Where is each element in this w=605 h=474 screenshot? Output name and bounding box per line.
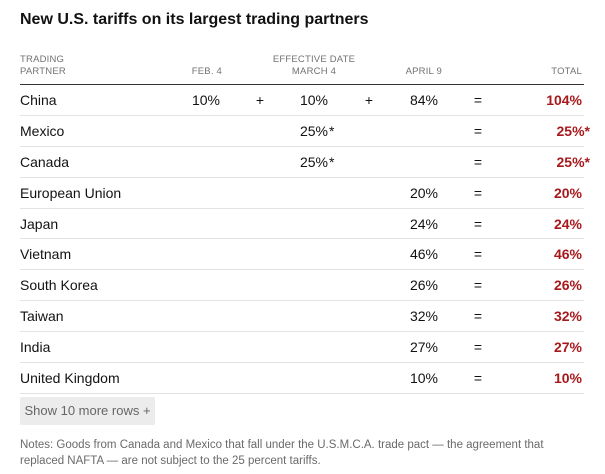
equals-sign: = — [473, 370, 483, 387]
equals-sign: = — [473, 92, 483, 108]
country-cell: China — [20, 92, 57, 108]
april-rate-cell: 84% — [409, 92, 438, 108]
table-row: Mexico 25% * = 25%* — [20, 116, 590, 147]
table-row: South Korea 26% = 26% — [20, 270, 584, 302]
total-cell: 25%* — [500, 147, 590, 177]
april-rate-cell: 26% — [409, 277, 438, 294]
plus-sign: + — [364, 92, 374, 108]
header-rule — [20, 84, 584, 85]
total-rate-value: 27% — [553, 339, 582, 356]
equals-sign: = — [473, 308, 483, 325]
equals-sign: = — [473, 277, 483, 294]
total-rate-value: 32% — [553, 308, 582, 325]
table-row: Japan 24% = 24% — [20, 209, 584, 240]
country-cell: United Kingdom — [20, 370, 120, 387]
march-rate-cell: 25% — [299, 122, 328, 139]
total-footnote-marker: * — [584, 122, 590, 139]
header-march-4: MARCH 4 — [291, 66, 337, 77]
country-cell: Canada — [20, 153, 70, 170]
total-rate-value: 24% — [553, 215, 582, 232]
table-row: European Union 20% = 20% — [20, 178, 584, 209]
country-cell: Vietnam — [20, 246, 72, 263]
total-cell: 32% — [500, 301, 582, 331]
equals-sign: = — [473, 122, 483, 139]
country-cell: India — [20, 339, 51, 356]
header-trading-partner: TRADING PARTNER — [20, 54, 66, 77]
april-rate-cell: 24% — [409, 215, 438, 232]
total-rate-value: 10% — [553, 370, 582, 387]
total-cell: 26% — [500, 270, 582, 300]
header-feb-4: FEB. 4 — [191, 66, 222, 77]
country-cell: Mexico — [20, 122, 65, 139]
april-rate-cell: 20% — [409, 184, 438, 201]
total-rate-value: 26% — [553, 277, 582, 294]
country-cell: Japan — [20, 215, 59, 232]
table-row: Taiwan 32% = 32% — [20, 301, 584, 333]
total-cell: 24% — [500, 209, 582, 239]
header-effective-date-label: EFFECTIVE DATE — [272, 54, 356, 65]
equals-sign: = — [473, 339, 483, 356]
total-cell: 20% — [500, 178, 582, 208]
total-rate-value: 25% — [556, 122, 585, 139]
april-rate-cell: 32% — [409, 308, 438, 325]
country-cell: Taiwan — [20, 308, 64, 325]
total-cell: 104% — [500, 85, 582, 115]
april-rate-cell: 27% — [409, 339, 438, 356]
total-cell: 25%* — [500, 116, 590, 146]
header-april-9: APRIL 9 — [405, 66, 442, 77]
march-rate-cell: 25% — [299, 153, 328, 170]
total-rate-value: 25% — [556, 153, 585, 170]
header-total: TOTAL — [551, 66, 582, 77]
april-rate-cell: 10% — [409, 370, 438, 387]
country-cell: South Korea — [20, 277, 98, 294]
table-row: Vietnam 46% = 46% — [20, 239, 584, 271]
total-cell: 46% — [500, 239, 582, 269]
table-row: China 10% +10% +84% = 104% — [20, 85, 584, 116]
equals-sign: = — [473, 246, 483, 263]
table-title: New U.S. tariffs on its largest trading … — [20, 11, 369, 28]
table-notes: Notes: Goods from Canada and Mexico that… — [20, 439, 544, 467]
equals-sign: = — [473, 215, 483, 232]
header-effective-date: EFFECTIVE DATE MARCH 4 — [264, 54, 364, 78]
plus-sign: + — [255, 92, 265, 108]
total-footnote-marker: * — [584, 153, 590, 170]
total-cell: 27% — [500, 332, 582, 362]
april-rate-cell: 46% — [409, 246, 438, 263]
tariff-table-body: China 10% +10% +84% = 104% Mexico 25% * = 25%* Cana… — [0, 85, 605, 394]
march-footnote-marker: * — [329, 153, 335, 170]
feb-rate-cell: 10% — [191, 92, 220, 108]
country-cell: European Union — [20, 184, 122, 201]
march-footnote-marker: * — [329, 122, 335, 139]
equals-sign: = — [473, 153, 483, 170]
table-row: Canada 25% * = 25%* — [20, 147, 590, 178]
show-more-rows-button[interactable]: Show 10 more rows + — [20, 397, 155, 425]
equals-sign: = — [473, 184, 483, 201]
table-row: India 27% = 27% — [20, 332, 584, 364]
table-row: United Kingdom 10% = 10% — [20, 363, 584, 394]
total-rate-value: 104% — [546, 92, 582, 108]
total-rate-value: 46% — [553, 246, 582, 263]
total-cell: 10% — [500, 363, 582, 393]
total-rate-value: 20% — [553, 184, 582, 201]
march-rate-cell: 10% — [299, 92, 328, 108]
